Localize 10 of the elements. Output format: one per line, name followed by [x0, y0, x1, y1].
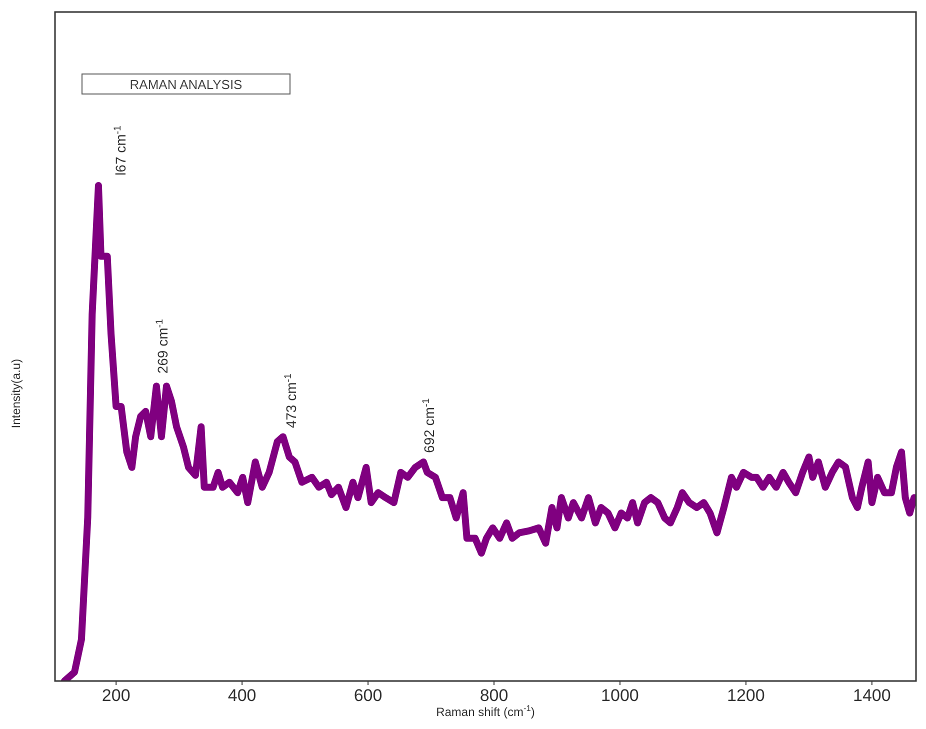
x-tick-label: 200 [102, 686, 130, 705]
x-tick-label: 1000 [601, 686, 639, 705]
x-tick-label: 600 [354, 686, 382, 705]
x-tick-label: 800 [480, 686, 508, 705]
x-tick-label: 400 [228, 686, 256, 705]
text: RAMAN ANALYSIS [130, 77, 243, 92]
x-axis-title: Raman shift (cm$^{-1}$) [436, 703, 535, 719]
x-tick-label: 1200 [727, 686, 765, 705]
x-tick-label: 1400 [852, 686, 891, 705]
y-axis-title: Intensity(a.u) [9, 358, 23, 428]
